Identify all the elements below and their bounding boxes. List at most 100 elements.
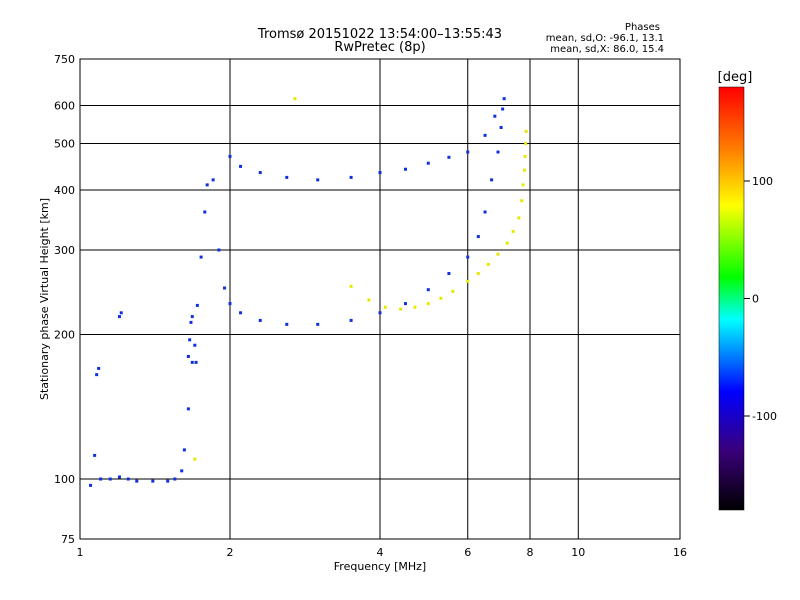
data-point — [186, 407, 190, 411]
data-point — [378, 171, 382, 175]
data-point — [426, 161, 430, 165]
x-axis-label: Frequency [MHz] — [334, 560, 426, 573]
y-tick-label: 75 — [61, 533, 75, 546]
data-point — [524, 129, 528, 133]
y-tick-label: 300 — [54, 244, 75, 257]
data-point — [188, 338, 192, 342]
colorbar-tick-label: 0 — [752, 293, 759, 306]
data-point — [126, 477, 130, 481]
data-point — [258, 318, 262, 322]
data-point — [316, 178, 320, 182]
y-tick-label: 750 — [54, 53, 75, 66]
data-point — [199, 255, 203, 259]
data-point — [466, 279, 470, 283]
data-point — [223, 286, 227, 290]
data-point — [383, 305, 387, 309]
data-point — [239, 311, 243, 315]
y-tick-label: 500 — [54, 138, 75, 151]
data-point — [349, 175, 353, 179]
data-point — [285, 322, 289, 326]
data-point — [483, 210, 487, 214]
data-point — [517, 216, 521, 220]
data-point — [476, 235, 480, 239]
data-point — [451, 289, 455, 293]
data-point — [490, 178, 494, 182]
phase-stats-heading: Phases — [624, 22, 660, 33]
x-tick-label: 4 — [377, 546, 384, 559]
data-point — [439, 296, 443, 300]
y-tick-label: 600 — [54, 100, 75, 113]
chart-title-line1: Tromsø 20151022 13:54:00–13:55:43 — [257, 27, 503, 42]
data-point — [217, 248, 221, 252]
data-point — [524, 142, 528, 146]
data-point — [193, 457, 197, 461]
colorbar-label: [deg] — [718, 70, 753, 85]
data-point — [239, 164, 243, 168]
data-point — [501, 107, 505, 111]
colorbar — [718, 86, 745, 511]
y-tick-label: 400 — [54, 184, 75, 197]
data-point — [228, 302, 232, 306]
colorbar-layer: [deg] 100 0 -100 — [718, 70, 777, 423]
data-point — [316, 322, 320, 326]
data-point — [413, 305, 417, 309]
data-point — [447, 155, 451, 159]
data-point — [496, 150, 500, 154]
data-point — [496, 252, 500, 256]
data-point — [93, 453, 97, 457]
points-layer — [89, 97, 528, 487]
data-point — [228, 154, 232, 158]
data-point — [119, 311, 123, 315]
data-point — [189, 320, 193, 324]
data-point — [166, 479, 170, 483]
data-point — [399, 307, 403, 311]
data-point — [466, 150, 470, 154]
data-point — [426, 288, 430, 292]
data-point — [499, 125, 503, 129]
colorbar-tick-label: 100 — [752, 175, 773, 188]
data-point — [180, 469, 184, 473]
data-point — [135, 479, 139, 483]
data-point — [99, 477, 103, 481]
phase-stats-o: mean, sd,O: -96.1, 13.1 — [545, 33, 664, 44]
data-point — [521, 183, 525, 187]
data-point — [502, 97, 506, 101]
data-point — [483, 133, 487, 137]
data-point — [97, 366, 101, 370]
data-point — [182, 448, 186, 452]
data-point — [186, 354, 190, 358]
data-point — [285, 175, 289, 179]
data-point — [493, 114, 497, 118]
data-point — [523, 154, 527, 158]
x-tick-label: 16 — [673, 546, 687, 559]
y-tick-label: 200 — [54, 329, 75, 342]
data-point — [173, 477, 177, 481]
data-point — [211, 178, 215, 182]
data-point — [89, 483, 93, 487]
data-point — [205, 183, 209, 187]
data-point — [190, 360, 194, 364]
data-point — [426, 302, 430, 306]
data-point — [403, 167, 407, 171]
chart-title-line2: RwPretec (8p) — [334, 40, 426, 55]
phase-stats-x: mean, sd,X: 86.0, 15.4 — [550, 44, 664, 55]
data-point — [293, 97, 297, 101]
data-point — [151, 479, 155, 483]
data-point — [194, 360, 198, 364]
x-tick-label: 2 — [227, 546, 234, 559]
colorbar-tick-label: -100 — [752, 410, 777, 423]
x-tick-label: 10 — [571, 546, 585, 559]
data-point — [117, 315, 121, 319]
data-point — [523, 168, 527, 172]
data-point — [486, 262, 490, 266]
grid-layer — [80, 59, 680, 539]
data-point — [95, 373, 99, 377]
data-point — [378, 311, 382, 315]
data-point — [349, 284, 353, 288]
plot-frame — [79, 58, 681, 540]
data-point — [258, 171, 262, 175]
y-tick-label: 100 — [54, 473, 75, 486]
axis-layer: 1 2 4 6 8 10 16 75 100 200 300 400 500 600 750 Frequenc… — [38, 53, 687, 573]
